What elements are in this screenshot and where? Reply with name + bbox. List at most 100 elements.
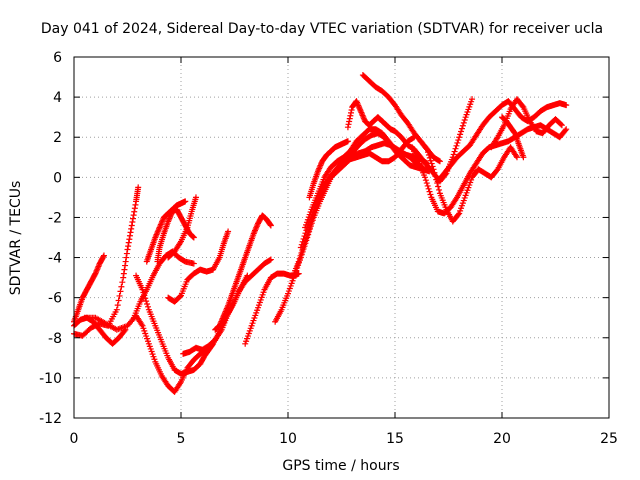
data-point bbox=[121, 266, 128, 273]
data-point bbox=[424, 182, 431, 189]
y-tick-labels: -12 -10 -8 -6 -4 -2 0 2 4 6 bbox=[39, 50, 62, 427]
data-point bbox=[182, 198, 189, 205]
data-point bbox=[267, 221, 274, 228]
data-point bbox=[458, 128, 465, 135]
data-point bbox=[297, 252, 304, 259]
data-point bbox=[563, 102, 570, 109]
data-point bbox=[435, 183, 442, 190]
data-point bbox=[454, 139, 461, 146]
y-tick-label: -6 bbox=[48, 291, 62, 307]
data-point bbox=[144, 303, 151, 310]
data-point bbox=[139, 286, 146, 293]
data-point bbox=[123, 250, 130, 257]
data-point bbox=[426, 154, 433, 161]
data-point bbox=[298, 241, 305, 248]
data-point bbox=[267, 222, 274, 229]
series-arc11 bbox=[180, 272, 251, 357]
data-point bbox=[141, 292, 148, 299]
data-point bbox=[460, 119, 467, 126]
data-point bbox=[519, 102, 526, 109]
data-point bbox=[142, 295, 149, 302]
data-point bbox=[436, 158, 443, 165]
data-point bbox=[124, 246, 131, 253]
data-point bbox=[100, 252, 107, 259]
data-point bbox=[450, 151, 457, 158]
data-point bbox=[128, 225, 135, 232]
data-point bbox=[347, 109, 354, 116]
data-point bbox=[225, 228, 232, 235]
y-tick-label: 0 bbox=[53, 170, 62, 186]
data-point bbox=[117, 288, 124, 295]
data-point bbox=[346, 115, 353, 122]
data-point bbox=[135, 184, 142, 191]
y-tick-label: -12 bbox=[39, 411, 62, 427]
data-point bbox=[451, 148, 458, 155]
data-point bbox=[114, 302, 121, 309]
x-tick-label: 25 bbox=[600, 431, 618, 447]
data-point bbox=[144, 300, 151, 307]
data-point bbox=[344, 124, 351, 131]
data-point bbox=[459, 122, 466, 129]
data-point bbox=[424, 146, 431, 153]
series-arc8 bbox=[154, 206, 197, 265]
data-point bbox=[113, 306, 120, 313]
series-arc18 bbox=[306, 138, 351, 201]
data-point bbox=[125, 239, 132, 246]
data-point bbox=[115, 297, 122, 304]
data-point bbox=[452, 145, 459, 152]
series-arc23 bbox=[434, 98, 570, 185]
data-point bbox=[122, 258, 129, 265]
data-point bbox=[421, 174, 428, 181]
y-tick-label: 4 bbox=[53, 90, 62, 106]
data-point bbox=[131, 205, 138, 212]
plot-area bbox=[71, 72, 570, 395]
data-point bbox=[455, 137, 462, 144]
series-arc20 bbox=[359, 72, 443, 165]
data-point bbox=[131, 208, 138, 215]
data-point bbox=[302, 230, 309, 237]
data-point bbox=[558, 121, 565, 128]
series-arc22 bbox=[417, 138, 520, 225]
series-arc3 bbox=[71, 184, 142, 339]
y-tick-label: -10 bbox=[39, 371, 62, 387]
data-point bbox=[300, 235, 307, 242]
data-point bbox=[299, 238, 306, 245]
y-tick-label: -8 bbox=[48, 331, 62, 347]
data-point bbox=[143, 298, 150, 305]
series-arc4 bbox=[81, 312, 210, 395]
data-point bbox=[348, 107, 355, 114]
y-axis-title: SDTVAR / TECUs bbox=[8, 181, 24, 296]
x-tick-label: 0 bbox=[70, 431, 79, 447]
data-point bbox=[297, 244, 304, 251]
data-point bbox=[461, 117, 468, 124]
data-point bbox=[563, 126, 570, 133]
data-point bbox=[432, 173, 439, 180]
chart-title: Day 041 of 2024, Sidereal Day-to-day VTE… bbox=[41, 21, 603, 37]
data-point bbox=[130, 212, 137, 219]
data-point bbox=[126, 232, 133, 239]
data-point bbox=[455, 211, 462, 218]
data-point bbox=[425, 185, 432, 192]
data-point bbox=[303, 227, 310, 234]
data-point bbox=[425, 151, 432, 158]
series-arc12 bbox=[212, 212, 274, 333]
data-point bbox=[436, 186, 443, 193]
data-point bbox=[116, 292, 123, 299]
series-arc9 bbox=[165, 194, 199, 261]
data-point bbox=[346, 118, 353, 125]
data-point bbox=[190, 260, 197, 267]
data-point bbox=[140, 289, 147, 296]
data-point bbox=[130, 215, 137, 222]
data-point bbox=[120, 274, 127, 281]
y-tick-label: -4 bbox=[48, 251, 62, 267]
data-point bbox=[192, 194, 199, 201]
data-point bbox=[267, 256, 274, 263]
data-point bbox=[431, 169, 438, 176]
data-point bbox=[122, 262, 129, 269]
x-axis-title: GPS time / hours bbox=[282, 458, 399, 474]
tick-marks bbox=[73, 56, 610, 419]
series-arc10 bbox=[165, 228, 232, 305]
data-point bbox=[344, 138, 351, 145]
